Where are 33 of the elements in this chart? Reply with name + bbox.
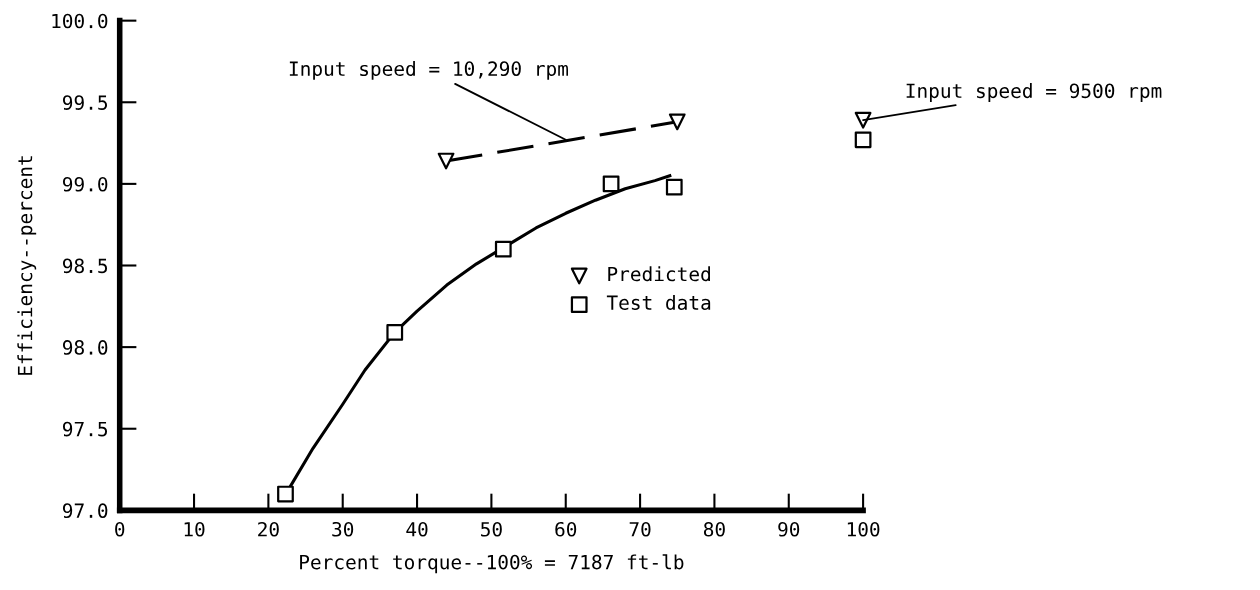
point	[437, 152, 455, 170]
point	[854, 131, 872, 149]
y-tick-label: 100.0	[52, 13, 108, 29]
y-tick-label: 98.5	[62, 258, 108, 274]
x-tick-label: 80	[703, 521, 725, 537]
y-tick-label: 99.5	[62, 95, 108, 110]
x-tick-label: 60	[555, 521, 577, 537]
x-tick-label: 90	[778, 521, 800, 537]
y-tick-label: 97.5	[62, 421, 108, 437]
annotation: Input speed = 10,290 rpm	[289, 61, 568, 80]
y-tick-label: 99.0	[62, 176, 108, 192]
point	[386, 324, 404, 341]
point	[668, 113, 686, 131]
y-tick-label: 98.0	[62, 340, 108, 355]
x-tick-label: 30	[332, 521, 354, 537]
x-tick-label: 10	[184, 521, 205, 537]
point	[494, 240, 512, 258]
point	[665, 178, 683, 196]
annotation: Input speed = 9500 rpm	[906, 83, 1162, 102]
x-tick-label: 70	[629, 521, 651, 537]
x-tick-label: 20	[258, 521, 279, 537]
x-tick-label: 100	[847, 521, 880, 537]
legend-label: Predicted	[608, 266, 710, 282]
point	[854, 111, 872, 129]
x-tick-label: 40	[406, 521, 428, 537]
y-axis-title: Efficiency--percent	[17, 156, 37, 375]
point	[277, 485, 294, 503]
x-tick-label: 50	[481, 521, 502, 537]
x-tick-label: 0	[115, 521, 125, 537]
y-tick-label: 97.0	[62, 503, 108, 519]
point	[602, 175, 620, 193]
x-axis-title: Percent torque--100% = 7187 ft-lb	[300, 554, 684, 574]
legend-label: Test data	[606, 294, 711, 310]
